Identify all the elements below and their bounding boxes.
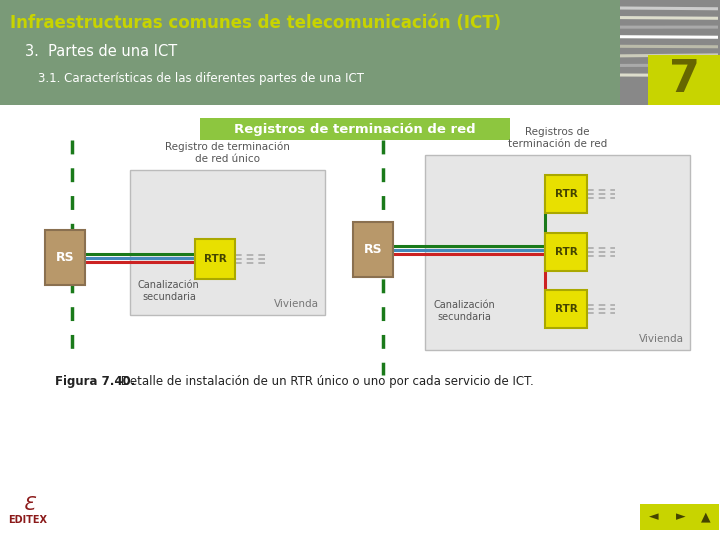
Text: RS: RS (55, 251, 74, 264)
Text: 7: 7 (668, 58, 700, 102)
Text: Canalización
secundaria: Canalización secundaria (138, 280, 199, 302)
Text: ◄: ◄ (649, 510, 659, 523)
Text: RTR: RTR (204, 254, 226, 264)
Bar (200, 118, 510, 140)
Bar (620, 0, 720, 105)
Text: RTR: RTR (554, 247, 577, 257)
Text: Vivienda: Vivienda (639, 334, 684, 344)
Text: EDITEX: EDITEX (9, 515, 48, 525)
Text: Registros de terminación de red: Registros de terminación de red (234, 123, 476, 136)
Bar (692, 504, 719, 530)
Text: 3.  Partes de una ICT: 3. Partes de una ICT (25, 44, 177, 59)
Text: Registros de
terminación de red: Registros de terminación de red (508, 127, 607, 149)
Text: Vivienda: Vivienda (274, 299, 319, 309)
Text: RTR: RTR (554, 189, 577, 199)
Text: Registro de terminación
de red único: Registro de terminación de red único (165, 142, 290, 164)
Text: Figura 7.40.: Figura 7.40. (55, 375, 135, 388)
Bar (648, 55, 720, 105)
Bar (130, 170, 325, 315)
Text: ▲: ▲ (701, 510, 711, 523)
Bar (667, 504, 694, 530)
Text: Detalle de instalación de un RTR único o uno por cada servicio de ICT.: Detalle de instalación de un RTR único o… (117, 375, 534, 388)
Text: ►: ► (676, 510, 686, 523)
Bar (425, 155, 690, 350)
Bar (0, 0, 620, 105)
Text: Infraestructuras comunes de telecomunicación (ICT): Infraestructuras comunes de telecomunica… (10, 14, 501, 32)
Bar (353, 222, 393, 277)
Bar (45, 230, 85, 285)
Bar (640, 504, 667, 530)
Bar (545, 233, 587, 271)
Bar (195, 239, 235, 279)
Bar (545, 175, 587, 213)
Text: RS: RS (364, 243, 382, 256)
Text: 3.1. Características de las diferentes partes de una ICT: 3.1. Características de las diferentes p… (38, 72, 364, 85)
Text: RTR: RTR (554, 304, 577, 314)
Text: Ɛ: Ɛ (22, 495, 34, 514)
Bar (545, 290, 587, 328)
Text: Canalización
secundaria: Canalización secundaria (433, 300, 495, 322)
